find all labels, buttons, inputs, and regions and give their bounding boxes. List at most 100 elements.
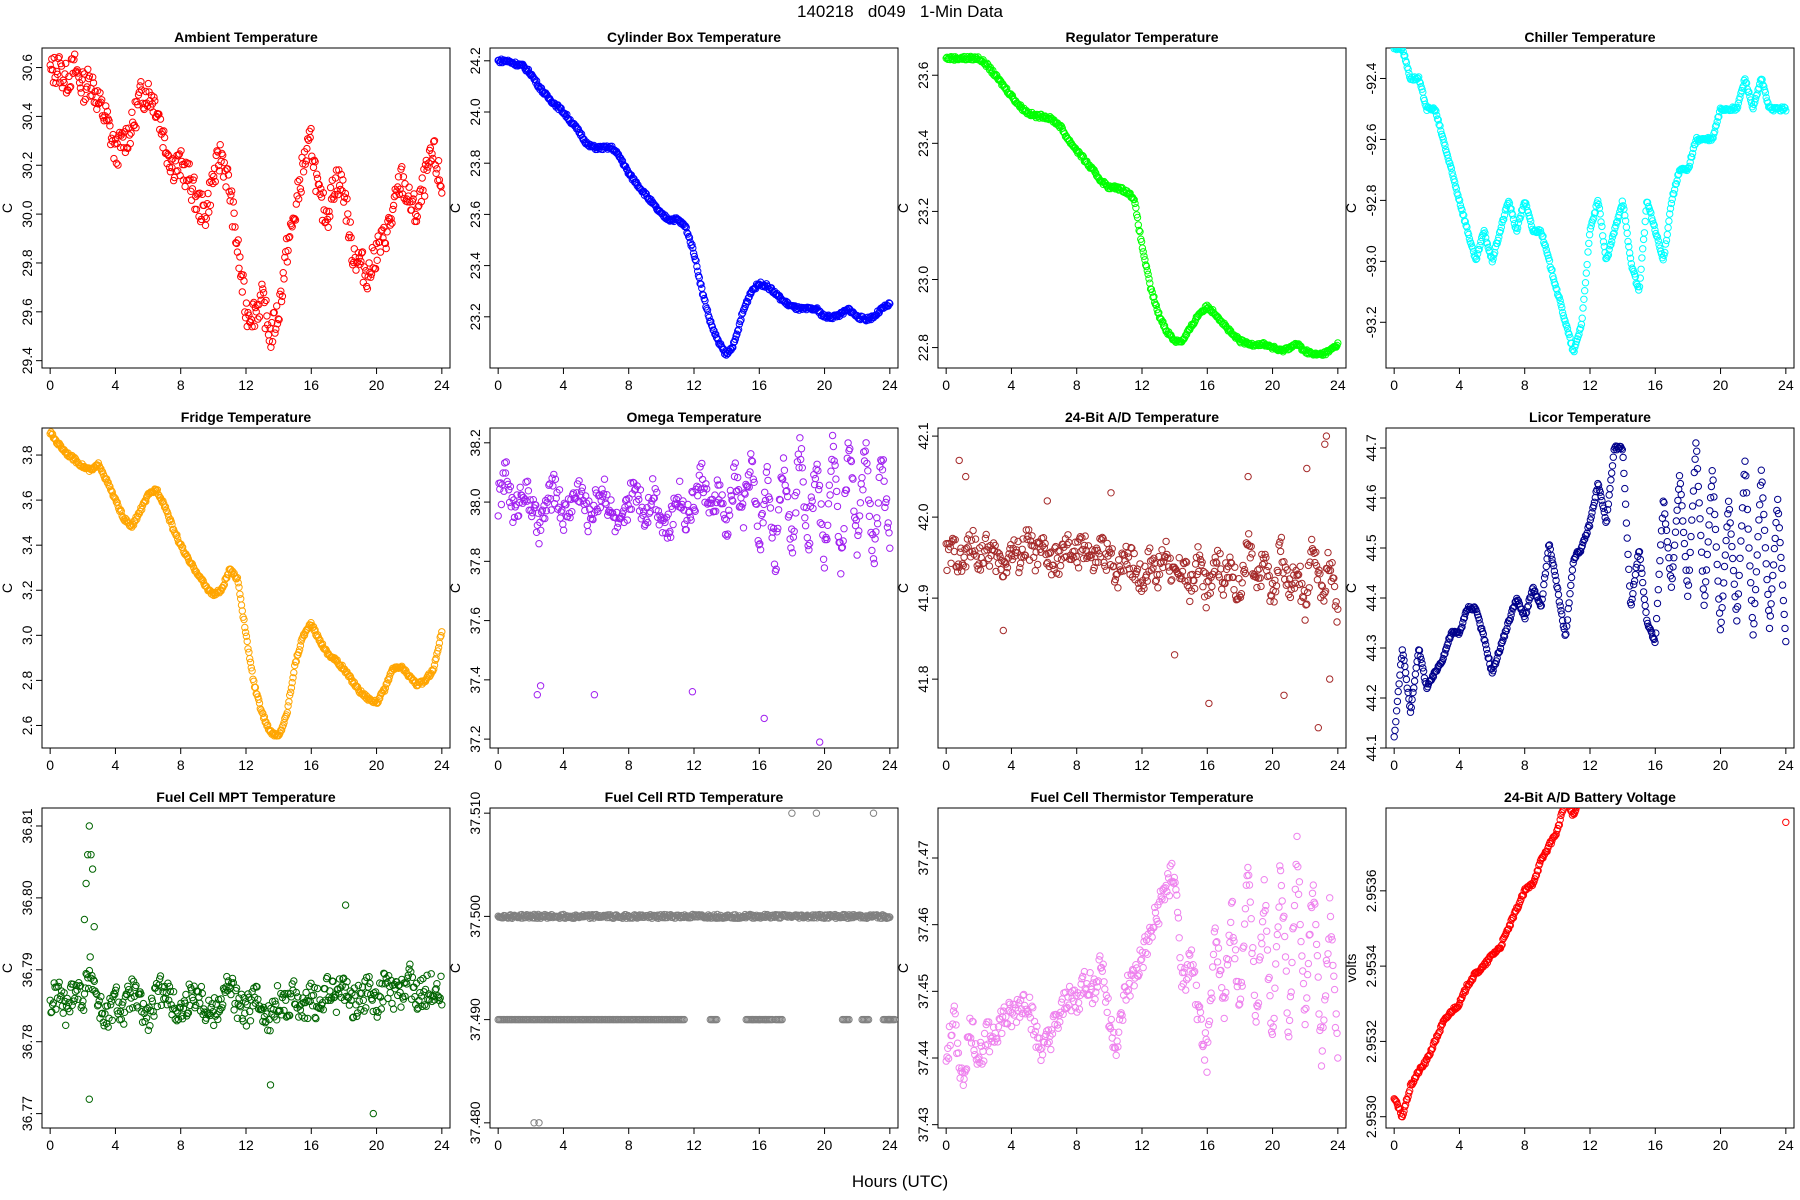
licor-temperature-point <box>1410 677 1419 685</box>
chiller-temperature-point <box>1650 221 1658 230</box>
ambient-temperature-point <box>337 170 345 179</box>
fuel-cell-mpt-temperature-point <box>276 1006 284 1015</box>
chiller-temperature-point <box>1661 248 1669 257</box>
omega-temperature-point <box>837 544 846 552</box>
cylinder-box-temperature-title: Cylinder Box Temperature <box>607 29 781 45</box>
ambient-temperature-point <box>262 296 270 305</box>
chiller-temperature-point <box>1758 75 1766 84</box>
ambient-temperature-point <box>70 56 78 64</box>
licor-temperature-point <box>1603 506 1612 514</box>
ambient-temperature-point <box>398 163 406 171</box>
licor-temperature-point <box>1777 553 1785 562</box>
omega-temperature-point <box>725 506 733 514</box>
licor-temperature-point <box>1551 571 1559 580</box>
fuel-cell-mpt-temperature-point <box>292 988 300 997</box>
fuel-cell-mpt-temperature-point <box>103 1002 112 1010</box>
omega-temperature-point <box>825 481 833 489</box>
ambient-temperature-point <box>231 223 239 231</box>
fridge-temperature-point <box>128 523 136 531</box>
omega-temperature-point <box>860 448 868 456</box>
24-bit-a-d-temperature-point <box>1310 549 1318 557</box>
chiller-temperature-point <box>1481 229 1489 237</box>
24-bit-a-d-temperature-point <box>1102 566 1111 574</box>
fuel-cell-mpt-temperature-point <box>335 975 344 983</box>
licor-temperature-point <box>1734 590 1743 598</box>
omega-temperature-point <box>865 512 874 520</box>
omega-temperature-point <box>792 488 801 496</box>
24-bit-a-d-temperature-point <box>1041 539 1049 548</box>
24-bit-a-d-temperature-point <box>994 548 1002 556</box>
omega-temperature-point <box>864 496 873 504</box>
chiller-temperature-point <box>1596 210 1604 218</box>
chiller-temperature-y-tick-label: -92.8 <box>1363 184 1379 216</box>
ambient-temperature-point <box>188 185 197 193</box>
cylinder-box-temperature-point <box>705 313 713 322</box>
24-bit-a-d-temperature-point <box>1093 546 1102 554</box>
ambient-temperature-point <box>367 273 375 281</box>
chiller-temperature-point <box>1441 141 1449 150</box>
licor-temperature-point <box>1782 637 1790 646</box>
omega-temperature-point <box>749 475 757 483</box>
licor-temperature-point <box>1407 703 1416 712</box>
licor-temperature-point <box>1486 660 1494 668</box>
chiller-temperature-point <box>1624 237 1632 246</box>
fuel-cell-mpt-temperature-point <box>150 1012 158 1020</box>
licor-temperature-point <box>1717 618 1725 626</box>
24-bit-a-d-temperature-point <box>1248 550 1256 558</box>
ambient-temperature-point <box>358 248 367 256</box>
licor-temperature-point <box>1759 494 1767 502</box>
omega-temperature-point <box>509 518 517 526</box>
omega-temperature-point <box>519 499 527 507</box>
omega-temperature-point <box>797 445 806 453</box>
omega-temperature-point <box>613 523 622 531</box>
chiller-temperature-point <box>1561 317 1569 325</box>
omega-temperature-point <box>712 507 720 515</box>
ambient-temperature-point <box>198 190 207 199</box>
24-bit-a-d-temperature-point <box>1296 562 1304 570</box>
24-bit-a-d-temperature-point <box>1081 532 1089 540</box>
licor-temperature-point <box>1482 640 1490 649</box>
24-bit-a-d-temperature-point <box>1050 565 1058 574</box>
24-bit-a-d-temperature-point <box>1150 554 1158 562</box>
licor-temperature-point <box>1766 612 1775 620</box>
fuel-cell-mpt-temperature-point <box>78 1002 86 1010</box>
24-bit-a-d-temperature-point <box>1143 577 1152 585</box>
24-bit-a-d-temperature-point <box>1308 535 1316 544</box>
licor-temperature-point <box>1693 447 1701 455</box>
ambient-temperature-point <box>129 122 138 130</box>
chiller-temperature-point <box>1659 256 1667 264</box>
chiller-temperature-point <box>1483 240 1492 248</box>
24-bit-a-d-temperature-point <box>1177 572 1185 580</box>
omega-temperature-point <box>883 523 892 531</box>
fuel-cell-mpt-temperature-point <box>329 977 337 986</box>
fridge-temperature-point <box>263 722 271 730</box>
fuel-cell-mpt-temperature-point <box>47 1008 55 1017</box>
cylinder-box-temperature-point <box>697 280 705 288</box>
licor-temperature-point <box>1760 510 1768 519</box>
24-bit-a-d-temperature-point <box>1321 440 1329 448</box>
ambient-temperature-point <box>401 180 409 188</box>
fuel-cell-mpt-temperature-y-tick-label: 36.79 <box>19 952 35 987</box>
ambient-temperature-point <box>152 112 161 121</box>
24-bit-a-d-temperature-x-tick-label: 20 <box>1265 757 1281 773</box>
fuel-cell-mpt-temperature-point <box>332 1008 341 1016</box>
omega-temperature-point <box>603 491 611 499</box>
chiller-temperature-point <box>1488 258 1497 266</box>
fuel-cell-mpt-temperature-point <box>228 974 237 983</box>
licor-temperature-point <box>1720 579 1728 587</box>
licor-temperature-point <box>1710 493 1718 501</box>
fuel-cell-mpt-temperature-point <box>354 981 363 990</box>
omega-temperature-point <box>879 456 887 464</box>
fuel-cell-mpt-temperature-point <box>182 990 190 999</box>
licor-temperature-point <box>1696 515 1704 523</box>
ambient-temperature-point <box>288 223 296 231</box>
24-bit-a-d-temperature-point <box>1191 584 1199 593</box>
chiller-temperature-point <box>1595 204 1604 212</box>
cylinder-box-temperature-point <box>731 335 739 343</box>
24-bit-a-d-temperature-point <box>1322 432 1331 440</box>
24-bit-a-d-temperature-point <box>1254 566 1262 574</box>
